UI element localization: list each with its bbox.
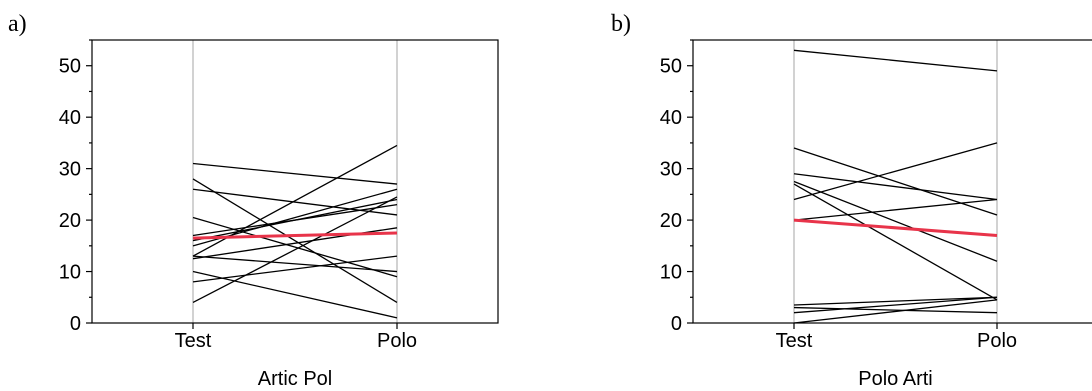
series-line (793, 147, 998, 216)
y-tick-label: 40 (660, 107, 682, 129)
y-tick-label: 0 (70, 313, 81, 335)
series-line (192, 196, 398, 303)
y-tick-label: 30 (59, 159, 81, 181)
x-axis-label: Polo Arti (858, 368, 932, 390)
y-tick-label: 20 (660, 210, 682, 232)
x-tick-label: Test (175, 330, 212, 352)
panel-label-b: b) (611, 11, 631, 37)
series-line (793, 180, 998, 262)
series-line (793, 299, 998, 324)
series-line (793, 198, 998, 221)
series-line (192, 270, 398, 319)
y-tick-label: 40 (59, 107, 81, 129)
mean-line (793, 218, 998, 238)
series-line (192, 162, 398, 185)
x-tick-label: Polo (377, 330, 417, 352)
chart-panel-a: 0 10 20 30 40 50 Test Polo Artic Pol (59, 39, 499, 390)
series-line (793, 142, 998, 201)
series-line (192, 198, 398, 242)
series-line (192, 216, 398, 278)
mean-line (192, 231, 398, 240)
y-tick-label: 30 (660, 159, 682, 181)
series-line (793, 306, 998, 314)
series-line (793, 49, 998, 72)
series-line (192, 144, 398, 257)
x-tick-label: Test (776, 330, 813, 352)
x-tick-label: Polo (977, 330, 1017, 352)
series-line (793, 296, 998, 314)
y-tick-label: 10 (660, 262, 682, 284)
panel-label-a: a) (8, 11, 27, 37)
chart-panel-b: 0 10 20 30 40 50 Test Polo Polo Arti (660, 39, 1092, 390)
series-line (192, 255, 398, 273)
series-line (793, 183, 998, 301)
y-tick-label: 20 (59, 210, 81, 232)
series-line (192, 255, 398, 283)
plot-frame (91, 39, 499, 324)
series-line (793, 296, 998, 306)
y-tick-label: 10 (59, 262, 81, 284)
series-line (192, 188, 398, 216)
series-line (192, 178, 398, 303)
plot-frame (692, 39, 1092, 324)
y-tick-label: 50 (660, 56, 682, 78)
y-tick-label: 50 (59, 56, 81, 78)
series-line (793, 173, 998, 201)
y-tick-label: 0 (671, 313, 682, 335)
x-axis-label: Artic Pol (258, 368, 332, 390)
